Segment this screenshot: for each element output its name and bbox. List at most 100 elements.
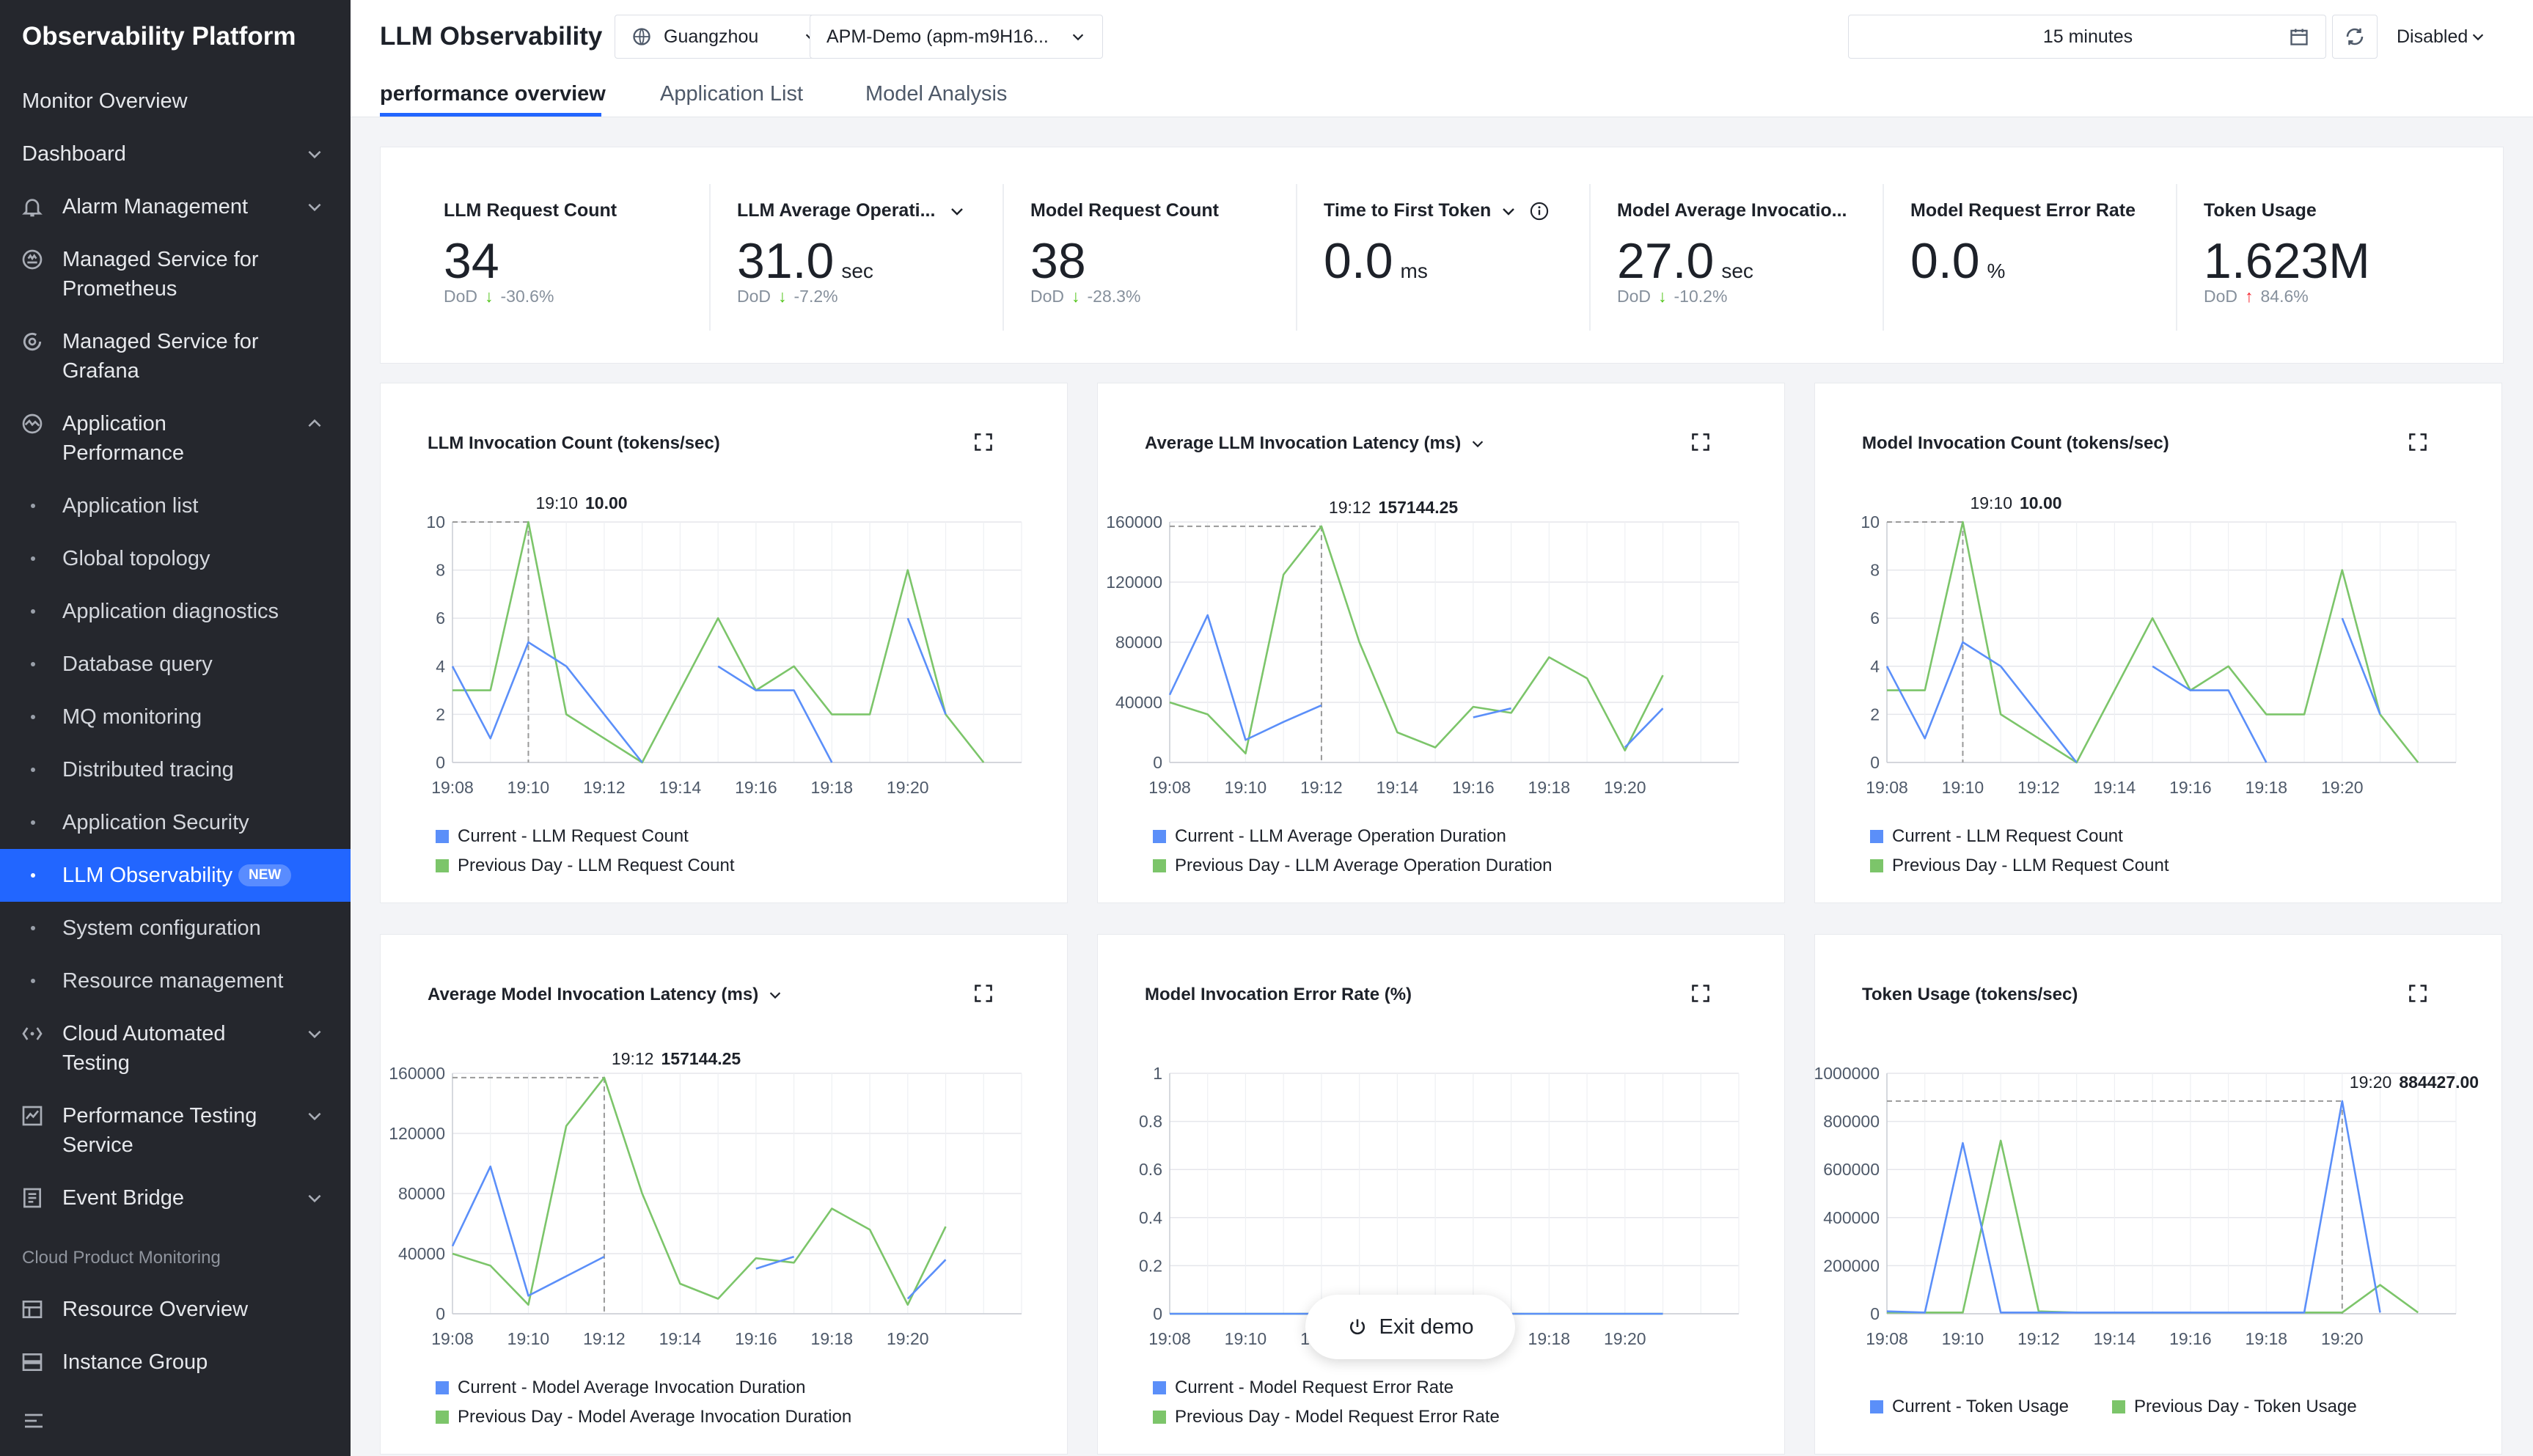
- kpi-label: Token Usage: [2204, 200, 2317, 221]
- nav-alarm-management[interactable]: Alarm Management: [0, 192, 351, 221]
- chevron-up-icon: [308, 419, 321, 427]
- sub-label: Global topology: [62, 546, 210, 570]
- sidebar-item-application-diagnostics[interactable]: Application diagnostics: [0, 585, 351, 638]
- tab-model-analysis[interactable]: Model Analysis: [865, 82, 1008, 106]
- legend-item[interactable]: Previous Day - LLM Request Count: [436, 856, 735, 876]
- region-select[interactable]: Guangzhou: [615, 15, 836, 59]
- legend-item[interactable]: Previous Day - LLM Request Count: [1870, 856, 2169, 876]
- legend-item[interactable]: Current - LLM Request Count: [1870, 826, 2123, 847]
- fullscreen-icon[interactable]: [1690, 432, 1711, 452]
- chart-title: Model Invocation Count (tokens/sec): [1862, 433, 2169, 453]
- fullscreen-icon[interactable]: [973, 432, 994, 452]
- fullscreen-icon[interactable]: [2408, 432, 2428, 452]
- grafana-icon: [23, 332, 42, 351]
- sidebar-item-system-configuration[interactable]: System configuration: [0, 902, 351, 955]
- fullscreen-icon[interactable]: [1690, 983, 1711, 1004]
- nav-dashboard[interactable]: Dashboard: [0, 139, 351, 169]
- x-tick-label: 19:08: [431, 1329, 474, 1348]
- time-range-picker[interactable]: 15 minutes: [1848, 15, 2326, 59]
- kpi-divider: [1296, 184, 1297, 331]
- sidebar-item-resource-management[interactable]: Resource management: [0, 955, 351, 1007]
- y-tick-label: 80000: [398, 1184, 445, 1203]
- bullet-icon: [31, 768, 35, 772]
- nav-event-bridge[interactable]: Event Bridge: [0, 1183, 351, 1213]
- exit-demo-button[interactable]: Exit demo: [1305, 1295, 1515, 1359]
- series-line-previous: [1887, 521, 2419, 764]
- fullscreen-icon[interactable]: [2408, 983, 2428, 1004]
- legend-item[interactable]: Previous Day - LLM Average Operation Dur…: [1153, 856, 1553, 876]
- legend-item[interactable]: Current - LLM Request Count: [436, 826, 689, 847]
- y-tick-label: 2: [436, 705, 445, 724]
- x-tick-label: 19:10: [1942, 778, 1984, 797]
- line-chart: 0 40000 80000 120000 160000 19:08 19:10 19:12 19…: [389, 1049, 1022, 1348]
- nav-resource-overview[interactable]: Resource Overview: [0, 1295, 351, 1324]
- chart-title[interactable]: Average Model Invocation Latency (ms): [428, 985, 783, 1005]
- chevron-down-icon[interactable]: [1470, 435, 1486, 452]
- nav-monitor-overview[interactable]: Monitor Overview: [0, 87, 351, 116]
- legend-item[interactable]: Previous Day - Model Average Invocation …: [436, 1407, 851, 1427]
- y-tick-label: 6: [1870, 608, 1880, 628]
- sidebar-item-application-list[interactable]: Application list: [0, 479, 351, 532]
- sidebar-item-global-topology[interactable]: Global topology: [0, 532, 351, 585]
- tab-performance-overview[interactable]: performance overview: [380, 82, 606, 106]
- series-line-current: [2152, 665, 2268, 763]
- legend-item[interactable]: Current - LLM Average Operation Duration: [1153, 826, 1506, 847]
- sidebar-item-database-query[interactable]: Database query: [0, 638, 351, 691]
- fullscreen-icon[interactable]: [973, 983, 994, 1004]
- legend-item[interactable]: Current - Model Average Invocation Durat…: [436, 1378, 805, 1398]
- kpi-model-request-error-rate: Model Request Error Rate 0.0%: [1910, 184, 2160, 331]
- chevron-down-icon[interactable]: [1500, 202, 1517, 220]
- y-tick-label: 8: [1870, 561, 1880, 580]
- bullet-icon: [31, 556, 35, 561]
- sidebar-item-llm-observability[interactable]: LLM Observability NEW: [0, 849, 351, 902]
- legend-item[interactable]: Previous Day - Token Usage: [2112, 1397, 2357, 1417]
- auto-refresh-select[interactable]: Disabled: [2383, 15, 2502, 59]
- tab-application-list[interactable]: Application List: [660, 82, 804, 106]
- chevron-down-icon[interactable]: [767, 987, 783, 1003]
- chevron-down-icon: [308, 1112, 321, 1121]
- kpi-label[interactable]: Time to First Token: [1324, 200, 1550, 221]
- chevron-down-icon[interactable]: [948, 202, 966, 220]
- x-tick-label: 19:14: [659, 778, 702, 797]
- bullet-icon: [31, 979, 35, 983]
- chevron-down-icon: [308, 203, 321, 212]
- chart-card-llm-invocation-count: LLM Invocation Count (tokens/sec) 0 2 4 6 8 10…: [380, 383, 1068, 903]
- y-tick-label: 0: [1153, 753, 1162, 772]
- sidebar-item-mq-monitoring[interactable]: MQ monitoring: [0, 691, 351, 743]
- refresh-button[interactable]: [2332, 15, 2378, 59]
- nav-performance-testing[interactable]: Performance Testing Service: [0, 1101, 351, 1160]
- sub-label: Application list: [62, 493, 199, 518]
- nav-label: Managed Service for: [62, 330, 259, 353]
- nav-instance-group[interactable]: Instance Group: [0, 1347, 351, 1377]
- x-tick-label: 19:12: [1300, 778, 1343, 797]
- application-value: APM-Demo (apm-m9H16...: [826, 26, 1049, 47]
- nav-managed-prometheus[interactable]: Managed Service for Prometheus: [0, 245, 351, 304]
- info-icon[interactable]: [1529, 201, 1550, 221]
- kpi-label[interactable]: LLM Average Operati...: [737, 200, 966, 221]
- instance-group-icon: [22, 1353, 43, 1371]
- chevron-down-icon: [308, 1030, 321, 1039]
- application-select[interactable]: APM-Demo (apm-m9H16...: [810, 15, 1103, 59]
- nav-managed-grafana[interactable]: Managed Service for Grafana: [0, 327, 351, 386]
- nav-label-line2: Grafana: [62, 359, 139, 383]
- nav-cloud-automated-testing[interactable]: Cloud Automated Testing: [0, 1019, 351, 1078]
- chevron-down-icon: [308, 150, 321, 159]
- nav-application-performance[interactable]: Application Performance: [0, 409, 351, 468]
- series-line-previous: [1169, 525, 1664, 755]
- chart-card-avg-model-latency: Average Model Invocation Latency (ms) 0 40…: [380, 934, 1068, 1455]
- nav-label: Instance Group: [62, 1350, 208, 1374]
- chart-title[interactable]: Average LLM Invocation Latency (ms): [1145, 433, 1486, 454]
- legend-item[interactable]: Previous Day - Model Request Error Rate: [1153, 1407, 1500, 1427]
- legend-item[interactable]: Current - Model Request Error Rate: [1153, 1378, 1454, 1398]
- auto-refresh-value: Disabled: [2397, 26, 2468, 47]
- sidebar-item-distributed-tracing[interactable]: Distributed tracing: [0, 743, 351, 796]
- chevron-down-icon: [2472, 34, 2484, 41]
- sidebar-item-application-security[interactable]: Application Security: [0, 796, 351, 849]
- y-tick-label: 0: [1870, 1304, 1880, 1323]
- globe-icon: [633, 28, 650, 45]
- power-icon: [1349, 1319, 1365, 1335]
- kpi-token-usage: Token Usage 1.623M DoD ↑ 84.6%: [2204, 184, 2453, 331]
- kpi-label: Model Average Invocatio...: [1617, 200, 1847, 221]
- legend-item[interactable]: Current - Token Usage: [1870, 1397, 2069, 1417]
- collapse-menu-icon[interactable]: [22, 1409, 45, 1433]
